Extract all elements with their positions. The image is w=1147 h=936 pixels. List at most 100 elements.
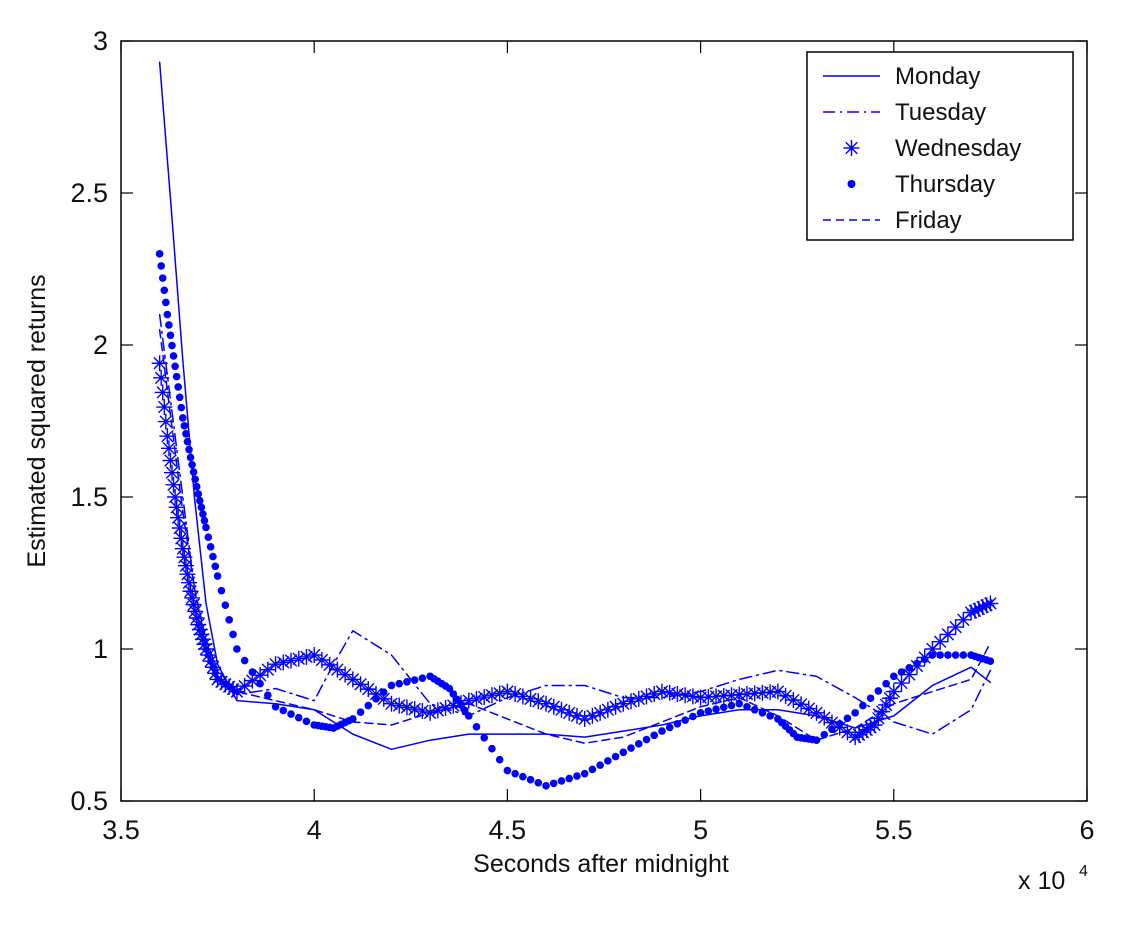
x-axis-label: Seconds after midnight [473, 850, 729, 878]
series-point-thursday-4 [160, 286, 169, 295]
series-point-thursday-92 [549, 779, 558, 788]
series-point-thursday-99 [604, 757, 612, 765]
series-point-wednesday-96 [653, 683, 670, 700]
series-point-thursday-68 [403, 678, 411, 686]
series-point-thursday-39 [225, 616, 233, 624]
y-tick-label-3: 3 [93, 26, 108, 56]
series-point-thursday-13 [174, 383, 182, 391]
series-point-thursday-112 [704, 707, 713, 715]
series-point-thursday-144 [913, 659, 921, 668]
series-point-wednesday-65 [414, 703, 431, 720]
series-tuesday [158, 313, 992, 735]
series-point-thursday-42 [240, 656, 249, 665]
series-point-thursday-17 [180, 422, 189, 430]
series-point-thursday-113 [712, 705, 720, 713]
series-point-wednesday-84 [561, 704, 578, 721]
series-point-thursday-8 [166, 331, 175, 340]
series-point-wednesday-57 [352, 676, 369, 693]
y-axis-ticks: 0.5 1 1.5 2 2.5 3 [70, 26, 1087, 816]
series-point-thursday-146 [928, 651, 937, 659]
legend-label-wednesday: Wednesday [895, 135, 1021, 162]
series-point-thursday-120 [766, 712, 774, 720]
series-point-wednesday-50 [298, 648, 315, 665]
series-point-thursday-135 [843, 714, 852, 723]
series-point-thursday-6 [163, 310, 172, 319]
series-layer [151, 61, 999, 790]
series-point-thursday-110 [689, 712, 697, 721]
series-point-thursday-148 [944, 651, 952, 659]
legend-marker-thursday [847, 180, 856, 188]
series-point-thursday-20 [185, 445, 193, 454]
series-point-wednesday-63 [398, 699, 415, 716]
series-point-thursday-50 [302, 717, 311, 726]
series-point-thursday-137 [859, 701, 867, 710]
series-point-wednesday-42 [236, 678, 253, 695]
series-point-thursday-43 [248, 668, 257, 676]
series-point-thursday-76 [445, 684, 454, 693]
series-point-thursday-21 [186, 453, 195, 462]
legend-label-friday: Friday [895, 207, 962, 234]
series-point-thursday-77 [449, 690, 458, 698]
series-point-thursday-115 [727, 701, 736, 710]
y-axis-label: Estimated squared returns [23, 274, 51, 567]
series-point-wednesday-56 [344, 671, 361, 688]
series-point-thursday-91 [542, 782, 550, 790]
series-point-thursday-81 [464, 712, 473, 720]
series-point-wednesday-53 [321, 656, 338, 673]
series-point-thursday-88 [519, 772, 527, 781]
series-point-thursday-11 [171, 362, 179, 371]
series-point-wednesday-51 [306, 647, 323, 664]
series-point-wednesday-73 [476, 689, 493, 706]
series-point-thursday-2 [157, 262, 165, 270]
x-multiplier-exponent: 4 [1079, 863, 1088, 880]
series-point-thursday-150 [959, 651, 968, 659]
series-point-wednesday-80 [530, 693, 547, 710]
series-point-thursday-82 [472, 723, 481, 731]
series-point-thursday-19 [183, 437, 192, 446]
series-point-thursday-149 [951, 651, 960, 659]
series-point-thursday-90 [534, 778, 543, 787]
series-point-thursday-23 [189, 468, 198, 476]
series-point-thursday-105 [650, 731, 659, 740]
series-point-thursday-143 [905, 664, 914, 672]
series-point-wednesday-97 [661, 684, 678, 701]
x-multiplier-prefix: x 10 [1018, 867, 1065, 895]
series-point-thursday-100 [611, 752, 620, 761]
series-point-thursday-64 [372, 695, 380, 703]
legend-label-tuesday: Tuesday [895, 99, 986, 126]
series-point-thursday-30 [200, 516, 209, 525]
series-point-thursday-46 [271, 702, 280, 711]
series-point-wednesday-98 [669, 685, 686, 702]
series-point-wednesday-116 [808, 704, 825, 721]
series-thursday [155, 250, 995, 790]
y-tick-label-2: 2 [93, 330, 108, 360]
series-point-thursday-156 [986, 657, 995, 665]
series-point-thursday-12 [172, 372, 181, 381]
series-point-wednesday-4 [156, 399, 173, 416]
series-point-thursday-94 [565, 774, 574, 783]
series-point-thursday-38 [221, 601, 230, 610]
series-point-wednesday-92 [623, 693, 640, 710]
series-point-thursday-3 [158, 274, 167, 282]
series-point-thursday-140 [882, 679, 890, 688]
series-point-thursday-86 [503, 766, 512, 775]
series-point-wednesday-8 [162, 452, 179, 469]
series-point-thursday-78 [453, 695, 461, 704]
x-tick-label-5-5: 5.5 [875, 815, 913, 845]
y-tick-label-2-5: 2.5 [70, 178, 108, 208]
series-point-thursday-47 [279, 706, 288, 715]
series-point-thursday-65 [379, 688, 388, 696]
series-point-thursday-15 [177, 403, 186, 412]
series-friday [158, 329, 992, 744]
series-point-thursday-41 [233, 645, 241, 653]
series-point-wednesday-77 [507, 685, 524, 702]
series-point-wednesday-52 [313, 651, 330, 668]
series-point-thursday-14 [175, 393, 184, 402]
series-point-thursday-104 [642, 735, 651, 744]
x-tick-label-4: 4 [307, 815, 322, 845]
legend-items: Monday Tuesday Wednesday Thursday Friday [823, 63, 1021, 234]
series-point-thursday-95 [573, 772, 581, 780]
series-point-thursday-27 [196, 496, 204, 505]
